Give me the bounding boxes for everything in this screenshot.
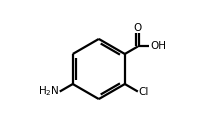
Text: Cl: Cl: [138, 87, 149, 97]
Text: O: O: [134, 23, 142, 33]
Text: H$_2$N: H$_2$N: [38, 85, 59, 98]
Text: OH: OH: [150, 41, 166, 51]
